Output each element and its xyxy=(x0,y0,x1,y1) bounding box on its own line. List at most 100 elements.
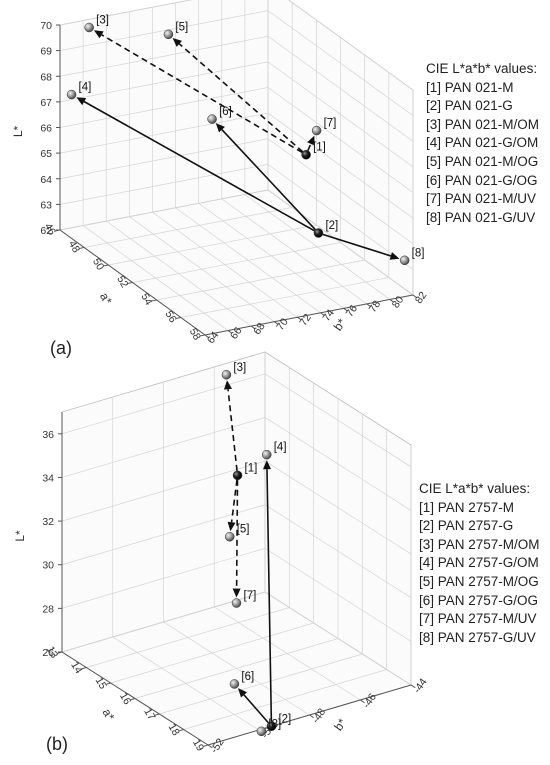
a-tick xyxy=(178,729,184,732)
point-label: [4] xyxy=(79,82,92,94)
arrow-head xyxy=(232,588,241,598)
L-tick-label: 64 xyxy=(40,174,52,186)
grid-line xyxy=(267,10,414,116)
b-tick xyxy=(227,330,233,334)
b-tick xyxy=(410,684,416,689)
b-tick xyxy=(412,294,418,299)
b-axis-title: b* xyxy=(331,716,349,734)
data-point xyxy=(224,531,235,542)
arrow-line xyxy=(83,100,315,232)
L-tick-label: 34 xyxy=(42,472,54,484)
a-tick-label: 14 xyxy=(68,660,84,676)
grid-line xyxy=(106,220,252,327)
a-tick-label: 13 xyxy=(44,644,60,660)
data-point xyxy=(232,470,243,481)
data-point xyxy=(311,125,322,136)
arrow-line xyxy=(221,129,316,231)
a-tick xyxy=(103,264,109,267)
point-label: [3] xyxy=(96,14,109,26)
grid-line xyxy=(267,35,414,142)
grid-line xyxy=(61,504,266,566)
grid-line xyxy=(112,636,259,731)
arrow-head xyxy=(238,688,247,698)
data-point xyxy=(256,726,267,737)
a-tick-label: 56 xyxy=(163,309,179,325)
a-axis-title: a* xyxy=(100,706,118,723)
b-tick-label: 74 xyxy=(320,307,337,324)
grid-line xyxy=(264,591,412,686)
b-tick xyxy=(320,312,325,317)
data-point xyxy=(84,22,94,33)
legend-b-entry-4: [4] PAN 2757-G/OM xyxy=(419,555,539,571)
b-tick xyxy=(309,714,314,719)
arrow-head xyxy=(389,252,400,260)
grid-line xyxy=(163,621,310,716)
point-label: [5] xyxy=(237,524,250,536)
grid-line xyxy=(59,35,269,77)
legend-a-title: CIE L*a*b* values: xyxy=(426,61,538,76)
data-point xyxy=(221,370,232,380)
point-label: [7] xyxy=(324,118,337,130)
legend-a-entry-3: [3] PAN 021-M/OM xyxy=(426,116,540,132)
a-tick-label: 54 xyxy=(138,291,154,307)
grid-line xyxy=(288,0,414,91)
legend-b-entry-2: [2] PAN 2757-G xyxy=(419,518,514,534)
legend-b-entry-5: [5] PAN 2757-M/OG xyxy=(419,573,539,589)
L-tick-label: 68 xyxy=(40,71,52,83)
legend-a-entry-5: [5] PAN 021-M/OG xyxy=(426,153,539,169)
a-tick xyxy=(81,667,87,670)
grid-line xyxy=(61,591,266,653)
legend-b-entry-8: [8] PAN 2757-G/UV xyxy=(419,629,536,645)
a-tick xyxy=(127,282,133,284)
L-tick-label: 65 xyxy=(40,148,52,160)
b-tick xyxy=(207,744,213,749)
data-point xyxy=(66,89,77,100)
legend-a-entry-8: [8] PAN 021-G/UV xyxy=(426,209,536,225)
data-point xyxy=(266,721,277,731)
grid-line xyxy=(152,211,298,318)
data-point xyxy=(229,679,240,689)
legend-b: CIE L*a*b* values: [1] PAN 2757-M [2] PA… xyxy=(419,480,540,647)
panel-label-b: (b) xyxy=(46,734,68,754)
grid-line xyxy=(264,504,412,599)
b-tick xyxy=(359,699,365,704)
point-label: [8] xyxy=(412,247,425,259)
a-tick xyxy=(154,713,160,716)
grid-line xyxy=(180,277,389,318)
L-tick-label: 63 xyxy=(40,199,52,211)
data-point xyxy=(163,29,174,40)
b-tick xyxy=(389,299,395,303)
point-label: [2] xyxy=(325,220,338,232)
grid-line xyxy=(129,216,275,322)
arrow-head xyxy=(76,97,87,106)
arrow-line xyxy=(178,43,304,153)
L-tick-label: 32 xyxy=(42,516,54,528)
a-tick-label: 50 xyxy=(90,256,106,272)
legend-a-entry-1: [1] PAN 021-M xyxy=(426,79,514,95)
grid-line xyxy=(132,242,341,283)
grid-line xyxy=(198,203,344,309)
a-tick xyxy=(199,334,206,337)
grid-line xyxy=(59,138,269,180)
legend-b-entry-1: [1] PAN 2757-M xyxy=(419,499,515,515)
L-tick-label: 62 xyxy=(40,225,52,237)
b-tick xyxy=(204,334,210,339)
b-tick xyxy=(297,316,302,321)
b-tick-label: 76 xyxy=(344,303,361,320)
legend-a: CIE L*a*b* values: [1] PAN 021-M [2] PAN… xyxy=(426,60,539,227)
a-tick xyxy=(175,317,181,319)
point-label: [1] xyxy=(313,142,326,154)
point-label: [4] xyxy=(274,442,287,454)
grid-line xyxy=(221,198,367,305)
arrow-line xyxy=(322,233,392,257)
grid-line xyxy=(267,138,414,245)
grid-line xyxy=(264,460,412,555)
grid-line xyxy=(156,259,365,301)
point-label: [6] xyxy=(219,106,232,118)
data-point xyxy=(301,149,311,160)
arrow-head xyxy=(93,30,104,39)
L-tick-label: 67 xyxy=(40,97,52,109)
legend-b-entry-6: [6] PAN 2757-G/OG xyxy=(419,592,539,608)
a-tick xyxy=(105,682,111,685)
